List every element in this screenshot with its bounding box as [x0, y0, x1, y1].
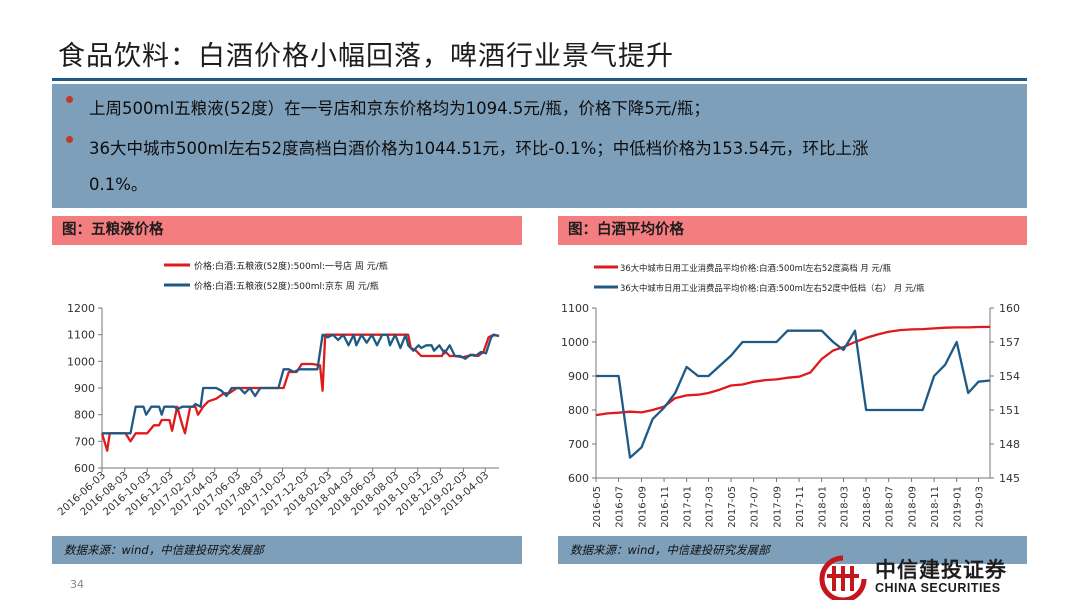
brand-name-english: CHINA SECURITIES [875, 581, 1001, 595]
right-plot-lines [595, 325, 991, 459]
y-tick-label: 800 [74, 409, 95, 422]
y2-tick-label: 160 [999, 302, 1020, 315]
x-tick-label: 2017-05 [727, 486, 738, 528]
bullet-dot-icon [66, 136, 73, 143]
x-tick-label: 2018-05 [862, 486, 873, 528]
x-tick-label: 2018-07 [885, 486, 896, 528]
y-tick-label: 1200 [67, 302, 95, 315]
x-tick-label: 2017-11 [795, 486, 806, 528]
y2-tick-label: 154 [999, 370, 1020, 383]
x-tick-label: 2019-03 [975, 486, 986, 528]
y-tick-label: 900 [568, 370, 589, 383]
left-source-note: 数据来源：wind，中信建投研究发展部 [52, 536, 522, 564]
x-tick-label: 2016-07 [615, 486, 626, 528]
summary-bullet-2-continuation: 0.1%。 [89, 168, 147, 202]
right-chart-header: 图：白酒平均价格 [558, 216, 1027, 245]
x-tick-label: 2018-01 [818, 486, 829, 528]
y-tick-label: 1000 [561, 336, 589, 349]
series-line-blue [596, 329, 991, 459]
series-line-red [595, 325, 991, 417]
title-divider [52, 78, 1027, 81]
summary-bullet-1: 上周500ml五粮液(52度）在一号店和京东价格均为1094.5元/瓶，价格下降… [66, 92, 710, 126]
y2-tick-label: 145 [999, 472, 1020, 485]
y-tick-label: 1100 [67, 329, 95, 342]
left-legend: 价格:白酒:五粮液(52度):500ml:一号店 周 元/瓶 价格:白酒:五粮液… [164, 260, 388, 292]
summary-text-1: 上周500ml五粮液(52度）在一号店和京东价格均为1094.5元/瓶，价格下降… [89, 99, 710, 118]
wuliangye-price-chart: 价格:白酒:五粮液(52度):500ml:一号店 周 元/瓶 价格:白酒:五粮液… [56, 260, 500, 518]
legend-label-jd: 价格:白酒:五粮液(52度):500ml:京东 周 元/瓶 [194, 280, 379, 292]
bullet-dot-icon [66, 96, 73, 103]
y2-tick-label: 157 [999, 336, 1020, 349]
page-title: 食品饮料：白酒价格小幅回落，啤酒行业景气提升 [58, 41, 674, 72]
y-tick-label: 900 [74, 382, 95, 395]
baijiu-average-price-chart: 36大中城市日用工业消费品平均价格:白酒:500ml左右52度高档 月 元/瓶 … [561, 263, 1020, 528]
legend-label-yihaodian: 价格:白酒:五粮液(52度):500ml:一号店 周 元/瓶 [194, 260, 388, 272]
y-tick-label: 1000 [67, 355, 95, 368]
brand-name-chinese: 中信建投证券 [875, 558, 1007, 582]
x-tick-label: 2017-03 [704, 486, 715, 528]
x-tick-label: 2017-07 [750, 486, 761, 528]
right-source-note: 数据来源：wind，中信建投研究发展部 [558, 536, 1027, 564]
x-tick-label: 2016-09 [638, 486, 649, 528]
y-tick-label: 700 [568, 438, 589, 451]
x-tick-label: 2017-09 [773, 486, 784, 528]
summary-bullet-2: 36大中城市500ml左右52度高档白酒价格为1044.51元，环比-0.1%；… [66, 132, 868, 166]
series-line-blue [102, 333, 500, 435]
right-axes: 600 700 800 900 1000 1100 145 148 151 154 157 160 20… [561, 302, 1020, 528]
x-tick-label: 2016-11 [660, 486, 671, 528]
citic-logo-icon [819, 555, 867, 600]
x-tick-label: 2019-01 [953, 486, 964, 528]
y2-tick-label: 148 [999, 438, 1020, 451]
y2-tick-label: 151 [999, 404, 1020, 417]
summary-text-2: 36大中城市500ml左右52度高档白酒价格为1044.51元，环比-0.1%；… [89, 139, 869, 158]
summary-panel: 上周500ml五粮液(52度）在一号店和京东价格均为1094.5元/瓶，价格下降… [52, 84, 1027, 208]
page-number: 34 [70, 578, 84, 591]
right-legend: 36大中城市日用工业消费品平均价格:白酒:500ml左右52度高档 月 元/瓶 … [594, 263, 925, 293]
x-tick-label: 2017-01 [683, 486, 694, 528]
legend-label-mid-low-end: 36大中城市日用工业消费品平均价格:白酒:500ml左右52度中低档（右） 月 … [620, 283, 925, 293]
x-tick-label: 2018-03 [839, 486, 850, 528]
x-tick-label: 2018-09 [908, 486, 919, 528]
y-tick-label: 600 [568, 472, 589, 485]
x-tick-label: 2016-05 [592, 486, 603, 528]
legend-label-high-end: 36大中城市日用工业消费品平均价格:白酒:500ml左右52度高档 月 元/瓶 [620, 263, 892, 273]
summary-text-3: 0.1%。 [89, 175, 148, 194]
series-line-red [100, 333, 500, 452]
left-axes: 6007008009001000110012002016-06-032016-0… [56, 302, 499, 518]
y-tick-label: 700 [74, 435, 95, 448]
x-tick-label: 2018-11 [930, 486, 941, 528]
left-plot-lines [100, 333, 500, 452]
left-chart-header: 图：五粮液价格 [52, 216, 522, 245]
y-tick-label: 600 [74, 462, 95, 475]
y-tick-label: 1100 [561, 302, 589, 315]
y-tick-label: 800 [568, 404, 589, 417]
brand-logo: 中信建投证券 CHINA SECURITIES [815, 552, 1045, 602]
